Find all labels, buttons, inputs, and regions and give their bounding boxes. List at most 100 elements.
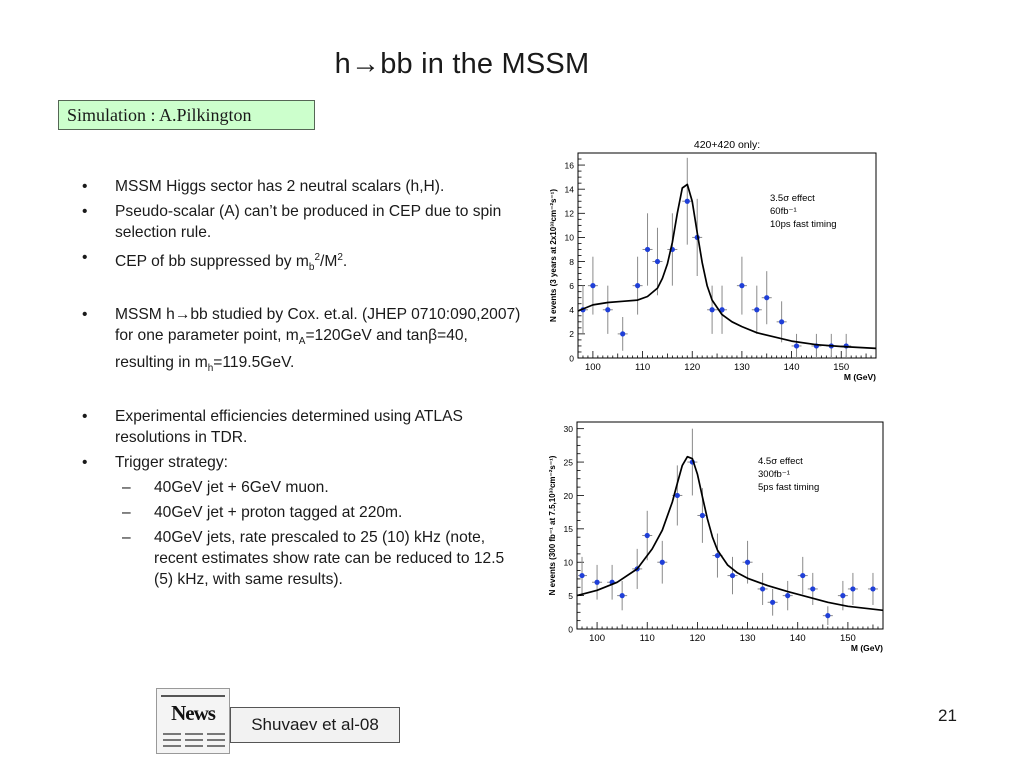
y-axis-label: N events (300 fb⁻¹ at 7.5,10³³cm⁻²s⁻¹) <box>548 455 557 595</box>
data-point <box>620 331 626 337</box>
data-point <box>719 307 725 313</box>
y-tick-label: 10 <box>564 558 574 568</box>
bullet-text: MSSM Higgs sector has 2 neutral scalars … <box>115 178 445 195</box>
y-tick-label: 15 <box>564 524 574 534</box>
data-point <box>654 258 661 265</box>
bullet-marker: • <box>82 178 88 195</box>
x-tick-label: 100 <box>585 362 601 373</box>
x-tick-label: 130 <box>740 633 756 644</box>
x-tick-label: 110 <box>635 362 650 373</box>
y-axis-label: N events (3 years at 2x10³³cm⁻²s⁻¹) <box>549 189 558 322</box>
y-tick-label: 6 <box>569 281 574 291</box>
data-point <box>644 246 651 253</box>
data-point <box>779 319 785 325</box>
bullet-list: • MSSM Higgs sector has 2 neutral scalars… <box>82 176 522 590</box>
plot-frame <box>576 421 884 630</box>
bullet-text: Pseudo-scalar (A) can’t be produced in C… <box>115 203 502 241</box>
y-tick-label: 14 <box>565 184 575 194</box>
data-point <box>840 593 846 599</box>
y-tick-label: 2 <box>569 329 574 339</box>
x-tick-label: 130 <box>734 362 750 373</box>
bullet-marker: • <box>82 453 88 471</box>
y-tick-label: 12 <box>565 209 575 219</box>
data-point <box>729 572 736 579</box>
bullet-marker: – <box>122 528 131 546</box>
y-tick-label: 0 <box>568 624 573 634</box>
chart-annotation: 10ps fast timing <box>770 219 837 230</box>
data-point <box>619 593 625 599</box>
data-point <box>760 586 766 592</box>
slide-title-text: h→bb in the MSSM <box>334 48 590 80</box>
data-point <box>810 586 816 592</box>
x-tick-label: 100 <box>589 633 605 644</box>
x-tick-label: 150 <box>833 362 849 373</box>
bullet-text: Trigger strategy: <box>115 453 228 471</box>
data-point <box>605 307 611 313</box>
reference-label: Shuvaev et al-08 <box>230 707 400 743</box>
data-point <box>825 613 831 619</box>
chart-annotation: 60fb⁻¹ <box>770 206 797 217</box>
data-point <box>785 593 791 599</box>
chart-svg: 100 110 120 130 140 150 0 5 10 15 20 25 30 M (GeV) N e… <box>548 421 884 653</box>
bullet-item: • Pseudo-scalar (A) can’t be produced in … <box>82 201 522 243</box>
data-point <box>659 559 665 565</box>
fit-curve <box>576 455 884 612</box>
y-tick-label: 5 <box>568 591 573 601</box>
bullet-text: 40GeV jet + proton tagged at 220m. <box>154 503 403 521</box>
data-point <box>684 198 690 204</box>
bullet-item: • CEP of bb suppressed by mb2/M2. <box>82 247 522 278</box>
data-point <box>744 559 751 565</box>
bullet-text: Experimental efficiencies determined usi… <box>115 407 463 446</box>
bullet-marker: • <box>82 249 88 266</box>
fit-curve <box>577 183 877 350</box>
x-tick-label: 120 <box>684 362 700 373</box>
sub-bullet-item: – 40GeV jet + 6GeV muon. <box>82 477 522 498</box>
page-number: 21 <box>938 706 957 725</box>
chart-title: 420+420 only: <box>694 139 760 151</box>
bullet-item: • Trigger strategy: <box>82 452 522 473</box>
chart-annotation: 5ps fast timing <box>758 482 819 493</box>
chart-annotation: 4.5σ effect <box>758 456 803 467</box>
bullet-marker: – <box>122 503 131 521</box>
data-point <box>635 283 641 289</box>
data-point <box>739 283 745 289</box>
slide-title: h→bb in the MSSM <box>0 48 1024 81</box>
data-point <box>594 579 600 585</box>
sub-bullet-item: – 40GeV jet + proton tagged at 220m. <box>82 502 522 523</box>
data-point <box>850 586 856 592</box>
x-axis-label: M (GeV) <box>844 372 876 382</box>
data-point <box>709 307 715 313</box>
y-tick-label: 8 <box>569 257 574 267</box>
y-tick-label: 0 <box>569 353 574 363</box>
bullet-text: CEP of bb suppressed by mb2/M2. <box>115 252 348 274</box>
bullet-marker: • <box>82 203 88 220</box>
data-point <box>754 307 760 313</box>
sub-bullet-item: – 40GeV jets, rate prescaled to 25 (10) k… <box>82 527 522 590</box>
x-tick-label: 140 <box>790 633 806 644</box>
bullet-marker: • <box>82 306 88 324</box>
bullet-marker: – <box>122 478 131 496</box>
bullet-marker: • <box>82 407 88 425</box>
bullet-text: 40GeV jets, rate prescaled to 25 (10) kH… <box>154 528 505 588</box>
bullet-text: 40GeV jet + 6GeV muon. <box>154 478 329 496</box>
newspaper-icon: News <box>156 688 230 754</box>
data-point <box>590 283 596 289</box>
x-tick-label: 110 <box>640 633 655 644</box>
chart-svg: 420+420 only: 100 110 120 130 140 150 0 2 4 6 8 10 12… <box>549 139 877 382</box>
news-label: News <box>171 701 216 725</box>
data-point <box>714 552 721 559</box>
x-tick-label: 120 <box>689 633 705 644</box>
x-tick-label: 150 <box>840 633 856 644</box>
data-point <box>644 532 650 539</box>
bullet-item: • MSSM h→bb studied by Cox. et.al. (JHEP … <box>82 304 522 379</box>
x-axis-label: M (GeV) <box>851 643 883 653</box>
simulation-credit-box: Simulation : A.Pilkington <box>58 100 315 130</box>
bullet-item: • MSSM Higgs sector has 2 neutral scalars… <box>82 176 522 197</box>
bullet-item: • Experimental efficiencies determined us… <box>82 406 522 448</box>
data-point <box>793 343 800 349</box>
data-point <box>764 295 770 301</box>
chart-annotation: 3.5σ effect <box>770 193 815 204</box>
chart-annotation: 300fb⁻¹ <box>758 469 790 480</box>
data-point <box>800 572 806 579</box>
data-point <box>770 599 776 605</box>
